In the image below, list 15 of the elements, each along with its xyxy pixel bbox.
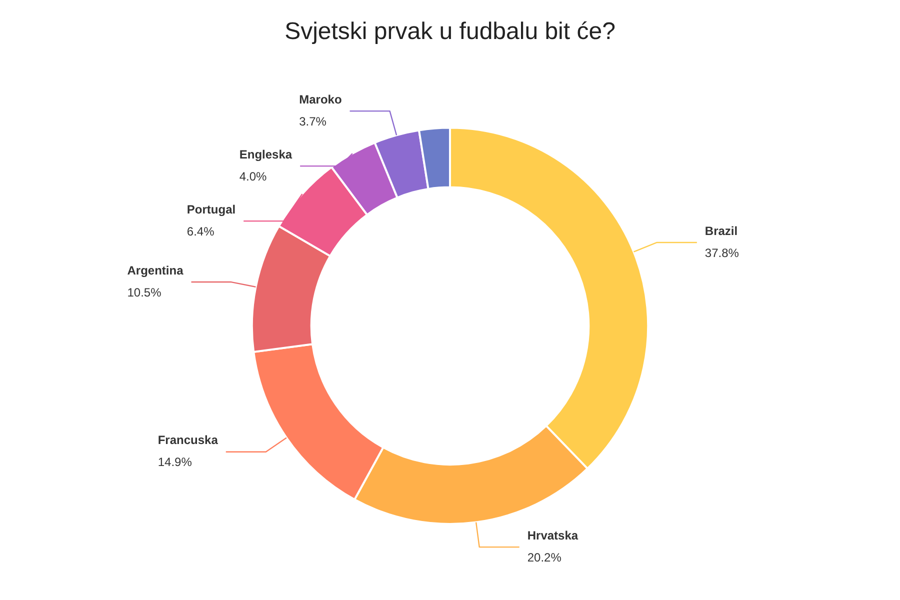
data-label: 4.0%	[239, 169, 268, 184]
slice-label: Engleska	[239, 147, 292, 162]
data-label: 6.4%	[186, 224, 215, 238]
slice-label: Francuska	[158, 433, 218, 448]
data-label: 37.8%	[704, 246, 740, 260]
chart-title: Svjetski prvak u fudbalu bit će?	[284, 18, 616, 46]
data-label: 14.9%	[158, 455, 192, 470]
slice-label: Portugal	[186, 202, 236, 216]
slice-label: Brazil	[704, 224, 738, 238]
data-label: 20.2%	[527, 550, 562, 564]
slice-label: Argentina	[127, 263, 184, 278]
slice-label: Maroko	[299, 92, 342, 106]
data-label: 3.7%	[299, 114, 327, 128]
data-label: 10.5%	[127, 285, 162, 300]
slice-label: Hrvatska	[527, 528, 578, 542]
